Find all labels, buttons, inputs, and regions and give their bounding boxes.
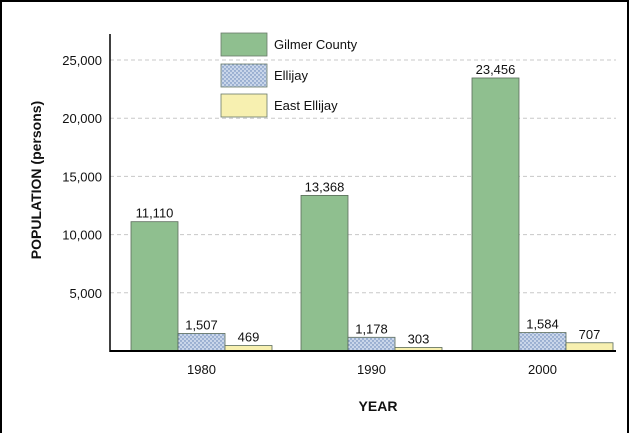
data-label: 11,110: [136, 206, 174, 221]
bar-gilmer-county-1990: [300, 194, 349, 352]
bar-ellijay-1980: [177, 333, 226, 352]
x-axis-title: YEAR: [359, 398, 398, 414]
bar-east-ellijay-2000: [565, 342, 614, 352]
data-label: 303: [408, 331, 430, 346]
y-tick-label: 15,000: [62, 169, 102, 184]
data-label: 1,507: [185, 317, 218, 332]
legend: Gilmer County Ellijay East Ellijay: [220, 32, 358, 118]
legend-swatch: [220, 93, 268, 118]
bar-ellijay-2000: [518, 332, 567, 352]
x-tick-label: 1980: [187, 362, 216, 377]
y-tick-label: 10,000: [62, 228, 102, 243]
legend-swatch: [220, 32, 268, 57]
data-label: 707: [579, 327, 601, 342]
bar-ellijay-1990: [347, 336, 396, 352]
data-label: 23,456: [476, 62, 516, 77]
bar-gilmer-county-2000: [471, 77, 520, 352]
y-axis-title: POPULATION (persons): [28, 101, 44, 259]
gridlines: [110, 59, 616, 294]
labels: 5,000 10,000 15,000 20,000 25,000 11,110 1,507…: [62, 53, 600, 377]
y-tick-label: 25,000: [62, 53, 102, 68]
bars: [130, 77, 614, 352]
bar-gilmer-county-1980: [130, 221, 179, 352]
axes: [109, 34, 616, 352]
legend-label: Gilmer County: [274, 37, 358, 52]
y-tick-label: 20,000: [62, 111, 102, 126]
x-tick-label: 2000: [528, 362, 557, 377]
legend-label: East Ellijay: [274, 98, 338, 113]
legend-label: Ellijay: [274, 68, 308, 83]
data-label: 1,584: [526, 317, 559, 332]
data-label: 1,178: [355, 321, 388, 336]
x-tick-label: 1990: [357, 362, 386, 377]
legend-swatch: [220, 63, 268, 88]
y-tick-label: 5,000: [69, 286, 102, 301]
data-label: 13,368: [305, 179, 345, 194]
data-label: 469: [238, 330, 260, 345]
